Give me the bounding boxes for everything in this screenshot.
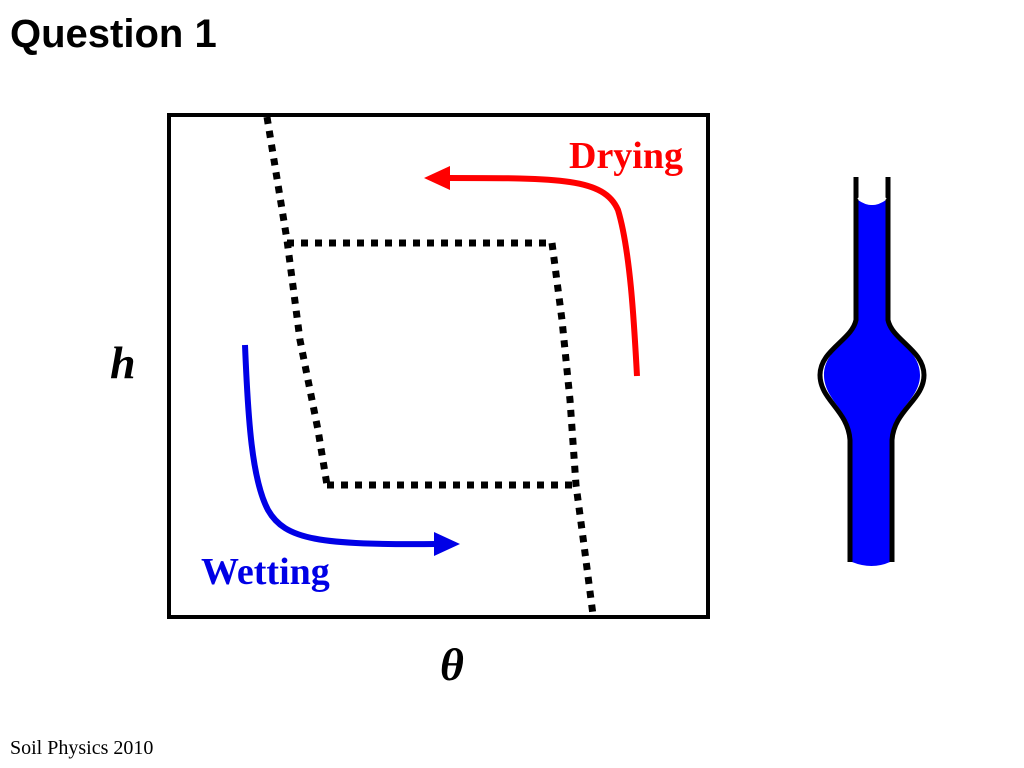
- footer-text: Soil Physics 2010: [10, 737, 154, 759]
- slide-title: Question 1: [10, 12, 217, 56]
- pore-meniscus: [857, 197, 887, 205]
- drying-arrow: [447, 175, 640, 377]
- y-axis-label: h: [110, 337, 136, 388]
- wetting-arrow: [242, 344, 437, 548]
- pore-water-fill: [824, 200, 920, 566]
- pore-wall-right: [885, 177, 927, 562]
- wetting-arrowhead: [434, 532, 460, 556]
- ink-bottle-pore-illustration: [817, 177, 927, 566]
- wetting-label: Wetting: [201, 551, 330, 593]
- scanning-loop-right: [548, 242, 597, 616]
- drying-label: Drying: [569, 135, 683, 177]
- plot-frame: [167, 113, 710, 619]
- main-retention-curve-left: [263, 116, 331, 486]
- x-axis-label: θ: [440, 639, 464, 690]
- pore-wall-left: [817, 177, 859, 562]
- drying-arrowhead: [424, 166, 450, 190]
